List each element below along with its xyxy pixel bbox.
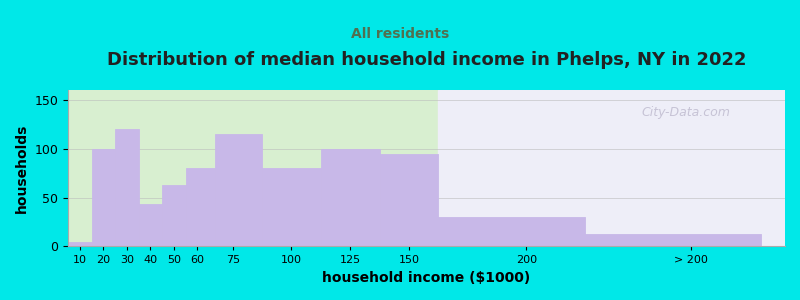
Bar — [262, 168, 321, 246]
Bar — [438, 90, 785, 246]
Bar — [68, 242, 92, 246]
Bar — [115, 129, 138, 246]
Bar — [321, 149, 379, 246]
Title: Distribution of median household income in Phelps, NY in 2022: Distribution of median household income … — [107, 51, 746, 69]
Bar — [162, 185, 186, 246]
X-axis label: household income ($1000): household income ($1000) — [322, 271, 530, 285]
Text: City-Data.com: City-Data.com — [642, 106, 730, 118]
Text: All residents: All residents — [351, 27, 449, 41]
Bar — [215, 134, 262, 246]
Bar — [438, 217, 586, 246]
Bar — [186, 168, 215, 246]
Bar — [379, 154, 438, 246]
Bar — [586, 234, 762, 246]
Y-axis label: households: households — [15, 124, 29, 213]
Bar — [138, 204, 162, 246]
Bar — [92, 149, 115, 246]
